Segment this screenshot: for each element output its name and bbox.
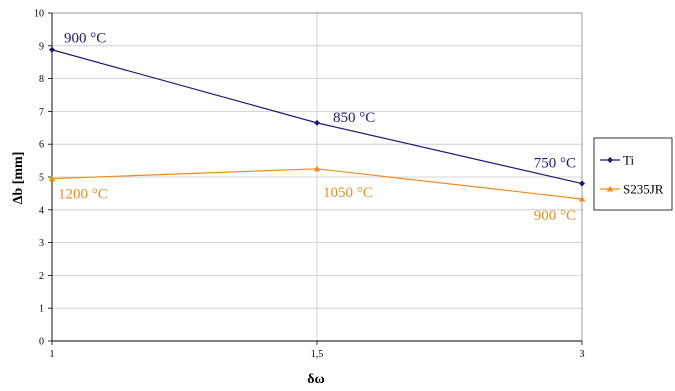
y-tick-label: 1 bbox=[39, 304, 44, 315]
temperature-label-s235jr: 1200 °C bbox=[58, 187, 108, 203]
legend-box bbox=[593, 137, 673, 211]
y-tick-label: 6 bbox=[39, 140, 44, 151]
data-point-s235jr bbox=[48, 175, 56, 182]
x-axis-label: δω bbox=[307, 372, 325, 387]
data-point-ti bbox=[49, 46, 55, 53]
legend-label-s235jr: S235JR bbox=[623, 182, 664, 197]
x-tick-label: 1,5 bbox=[311, 349, 324, 360]
legend-marker-ti bbox=[607, 157, 613, 163]
x-tick-label: 3 bbox=[580, 349, 585, 360]
temperature-label-ti: 900 °C bbox=[64, 31, 106, 47]
x-tick-label: 1 bbox=[50, 349, 55, 360]
temperature-label-ti: 750 °C bbox=[534, 156, 576, 172]
y-tick-label: 0 bbox=[39, 337, 44, 348]
y-tick-label: 4 bbox=[39, 205, 44, 216]
temperature-label-s235jr: 1050 °C bbox=[323, 185, 373, 201]
annotation-layer: 900 °C 850 °C 750 °C 1200 °C 1050 °C 900 °C bbox=[58, 31, 576, 224]
y-tick-label: 3 bbox=[39, 238, 44, 249]
y-tick-label: 2 bbox=[39, 271, 44, 282]
data-point-ti bbox=[579, 180, 585, 187]
legend-marker-s235jr bbox=[606, 185, 614, 192]
y-tick-label: 10 bbox=[34, 9, 44, 20]
temperature-label-ti: 850 °C bbox=[333, 110, 375, 126]
y-tick-label: 9 bbox=[39, 41, 44, 52]
series-layer bbox=[48, 46, 586, 202]
grid-layer bbox=[52, 12, 582, 342]
temperature-label-s235jr: 900 °C bbox=[534, 208, 576, 224]
y-axis-label: Δb [mm] bbox=[11, 152, 26, 205]
data-point-ti bbox=[314, 119, 320, 126]
legend: Ti S235JR bbox=[593, 137, 673, 211]
legend-label-ti: Ti bbox=[623, 153, 634, 168]
data-point-s235jr bbox=[578, 195, 586, 202]
y-tick-label: 8 bbox=[39, 74, 44, 85]
y-tick-label: 5 bbox=[39, 173, 44, 184]
y-tick-label: 7 bbox=[39, 107, 44, 118]
data-point-s235jr bbox=[313, 165, 321, 172]
